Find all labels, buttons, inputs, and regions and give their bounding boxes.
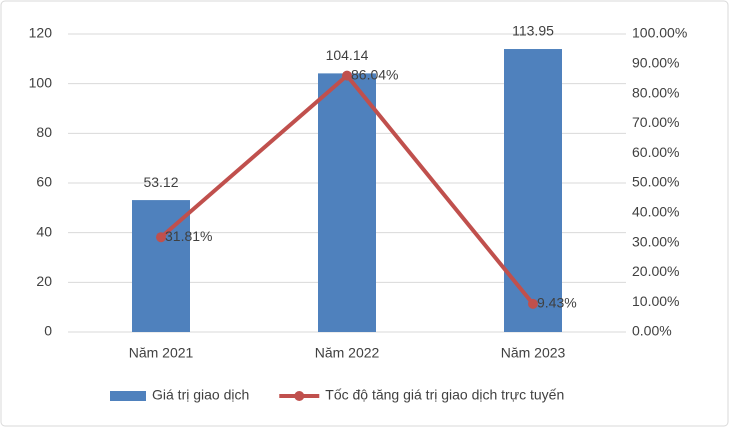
y-tick-label: 60 [36, 174, 52, 190]
y-tick-label: 20 [36, 273, 52, 289]
y2-tick-label: 50.00% [632, 174, 679, 190]
line-marker [342, 70, 352, 81]
y2-tick-label: 40.00% [632, 204, 679, 220]
legend-label: Giá trị giao dịch [152, 387, 249, 403]
x-tick-label: Năm 2023 [501, 345, 566, 361]
bar-value-label: 113.95 [512, 23, 554, 39]
y2-tick-label: 20.00% [632, 263, 679, 279]
line-value-label: 86.04% [351, 66, 398, 82]
y-tick-label: 40 [36, 223, 52, 239]
bar [504, 49, 562, 332]
bar-value-label: 53.12 [143, 174, 178, 190]
y2-tick-label: 80.00% [632, 84, 679, 100]
y2-tick-label: 30.00% [632, 233, 679, 249]
x-tick-label: Năm 2021 [129, 345, 194, 361]
bar-value-label: 104.14 [326, 47, 369, 63]
y2-tick-label: 10.00% [632, 293, 679, 309]
line-marker [528, 298, 538, 309]
legend-swatch [110, 391, 146, 401]
bar [318, 73, 376, 332]
line-value-label: 31.81% [165, 228, 212, 244]
y2-tick-label: 100.00% [632, 25, 687, 41]
line-marker [156, 232, 166, 243]
x-tick-label: Năm 2022 [315, 345, 380, 361]
y2-tick-label: 60.00% [632, 144, 679, 160]
y-tick-label: 80 [36, 124, 52, 140]
y-tick-label: 120 [29, 25, 53, 41]
y2-tick-label: 70.00% [632, 114, 679, 130]
legend-marker [294, 391, 305, 401]
y2-tick-label: 0.00% [632, 323, 672, 339]
line-value-label: 9.43% [537, 295, 577, 311]
y-tick-label: 0 [44, 323, 52, 339]
y-tick-label: 100 [29, 74, 53, 90]
legend-label: Tốc độ tăng giá trị giao dịch trực tuyến [325, 387, 564, 403]
y2-tick-label: 90.00% [632, 55, 679, 71]
